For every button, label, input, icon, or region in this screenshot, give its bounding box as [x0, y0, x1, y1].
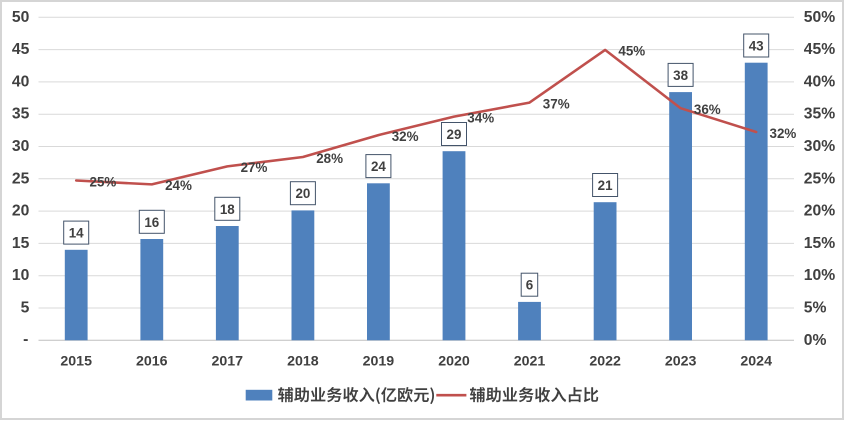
svg-text:0%: 0% [804, 332, 827, 349]
svg-text:2020: 2020 [438, 354, 470, 370]
svg-text:2022: 2022 [589, 354, 621, 370]
svg-text:2017: 2017 [212, 354, 244, 370]
svg-text:38: 38 [673, 68, 688, 83]
svg-text:2016: 2016 [136, 354, 168, 370]
svg-text:25%: 25% [90, 174, 117, 189]
svg-text:5%: 5% [804, 300, 827, 317]
svg-text:18: 18 [220, 202, 235, 217]
svg-text:29: 29 [447, 127, 462, 142]
svg-text:45: 45 [12, 41, 30, 58]
svg-text:24%: 24% [165, 178, 192, 193]
svg-text:2024: 2024 [740, 354, 772, 370]
svg-text:30%: 30% [804, 138, 835, 155]
svg-text:36%: 36% [694, 102, 721, 117]
svg-text:2019: 2019 [363, 354, 395, 370]
svg-text:25%: 25% [804, 170, 835, 187]
svg-text:2018: 2018 [287, 354, 319, 370]
svg-text:20%: 20% [804, 203, 835, 220]
svg-text:14: 14 [69, 226, 84, 241]
svg-text:20: 20 [295, 186, 310, 201]
svg-text:28%: 28% [316, 151, 343, 166]
svg-text:6: 6 [526, 278, 533, 293]
svg-text:35: 35 [12, 106, 30, 123]
svg-text:32%: 32% [392, 129, 419, 144]
svg-text:45%: 45% [804, 41, 835, 58]
svg-text:37%: 37% [543, 96, 570, 111]
svg-text:35%: 35% [804, 106, 835, 123]
svg-text:40%: 40% [804, 73, 835, 90]
svg-text:20: 20 [12, 203, 30, 220]
svg-text:-: - [23, 331, 28, 348]
svg-text:40: 40 [12, 73, 30, 90]
svg-text:16: 16 [144, 215, 159, 230]
svg-text:50: 50 [12, 9, 30, 26]
svg-text:2015: 2015 [60, 354, 92, 370]
svg-text:15: 15 [12, 235, 30, 252]
svg-text:21: 21 [598, 178, 613, 193]
svg-text:2023: 2023 [665, 354, 697, 370]
svg-text:45%: 45% [618, 44, 645, 59]
svg-text:5: 5 [21, 300, 30, 317]
svg-text:2021: 2021 [514, 354, 546, 370]
svg-text:27%: 27% [241, 160, 268, 175]
svg-text:32%: 32% [770, 126, 797, 141]
svg-text:15%: 15% [804, 235, 835, 252]
svg-text:43: 43 [749, 39, 764, 54]
svg-text:25: 25 [12, 170, 30, 187]
svg-text:10%: 10% [804, 267, 835, 284]
svg-text:50%: 50% [804, 9, 835, 26]
svg-text:10: 10 [12, 267, 30, 284]
svg-text:24: 24 [371, 159, 386, 174]
svg-text:34%: 34% [467, 110, 494, 125]
svg-text:30: 30 [12, 138, 30, 155]
